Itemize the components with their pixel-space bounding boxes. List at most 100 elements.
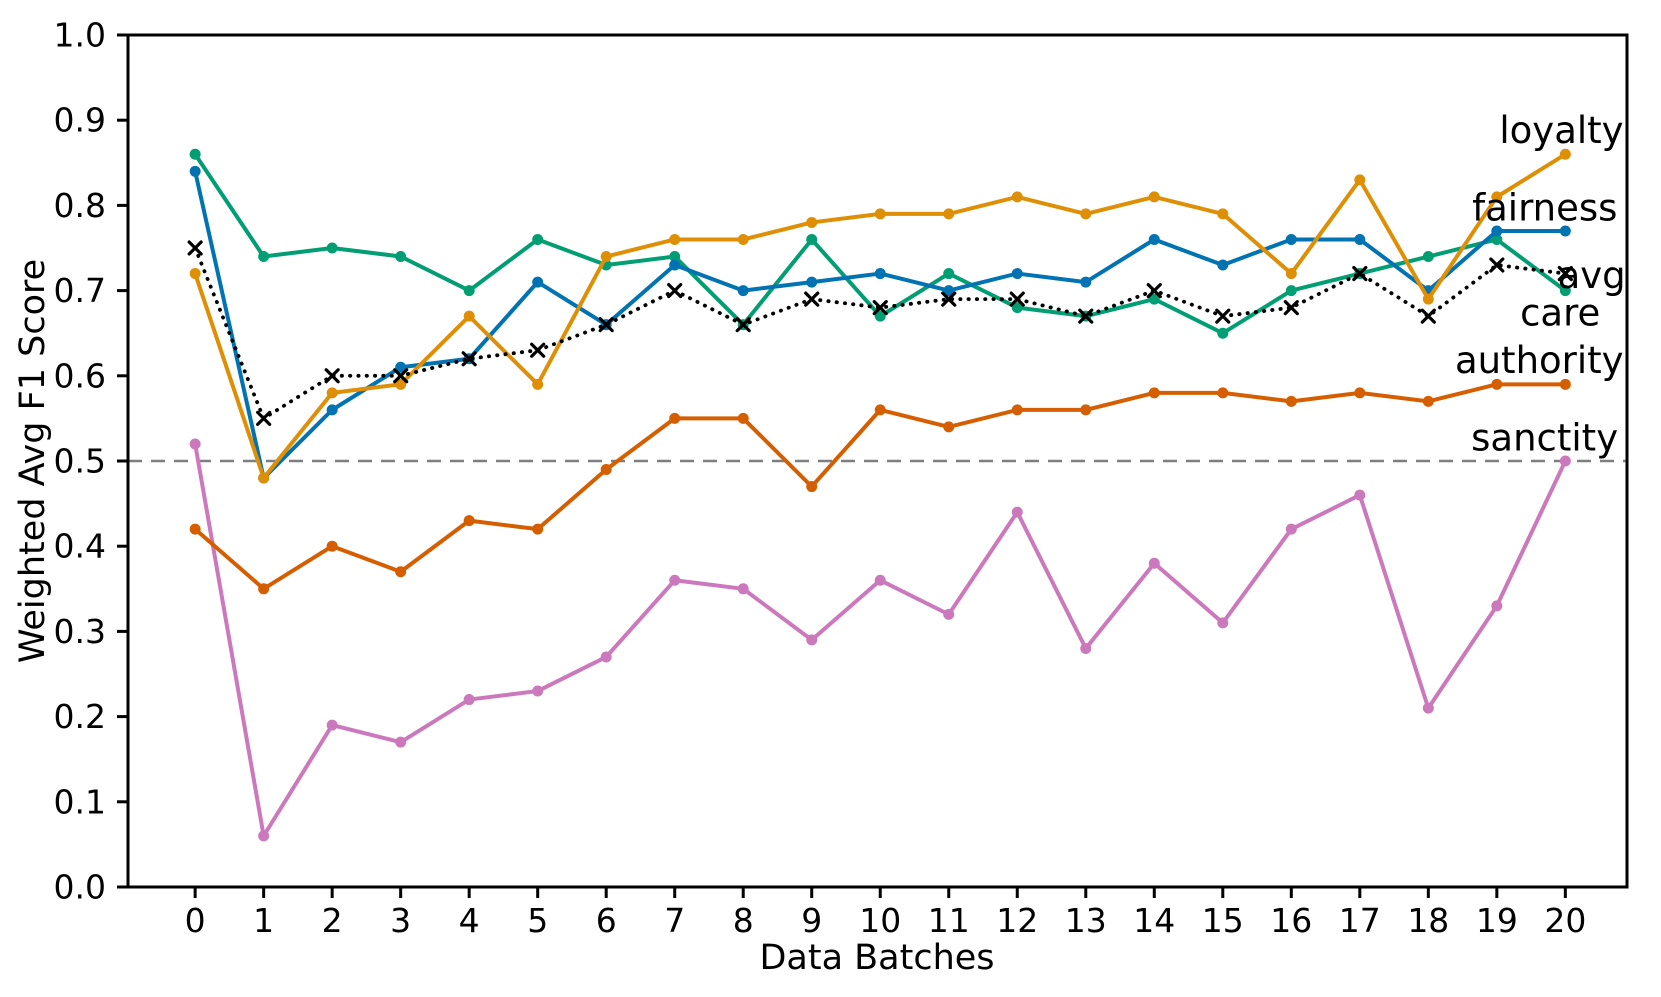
x-tick-label: 16 xyxy=(1270,901,1312,940)
series-loyalty-marker xyxy=(669,233,681,245)
series-fairness-marker xyxy=(1285,233,1297,245)
series-avg-marker xyxy=(667,283,683,299)
plot-layers: 0 1 2 3 4 5 6 7 8 9 10 11 12 13 14 15 16 17 18 19 200.00.10.… xyxy=(54,16,1629,940)
x-tick-label: 18 xyxy=(1407,901,1449,940)
series-care xyxy=(189,148,1571,339)
series-fairness-marker xyxy=(874,268,886,280)
x-axis-label: Data Batches xyxy=(759,938,994,978)
series-label-loyalty: loyalty xyxy=(1499,109,1623,152)
series-care-marker xyxy=(1559,285,1571,297)
series-avg-marker xyxy=(941,291,957,307)
series-avg-marker xyxy=(393,368,409,384)
series-avg xyxy=(187,240,1573,426)
series-care-marker xyxy=(943,268,955,280)
series-sanctity-marker xyxy=(1491,600,1503,612)
y-tick-label: 0.8 xyxy=(54,186,106,225)
series-fairness-marker xyxy=(806,276,818,288)
series-sanctity-marker xyxy=(1217,617,1229,629)
series-fairness-marker xyxy=(532,276,544,288)
series-label-fairness: fairness xyxy=(1472,186,1617,229)
x-tick-label: 6 xyxy=(596,901,617,940)
series-fairness-marker xyxy=(1148,233,1160,245)
series-care-marker xyxy=(1217,327,1229,339)
x-tick-label: 0 xyxy=(185,901,206,940)
series-loyalty-marker xyxy=(943,208,955,220)
series-fairness-marker xyxy=(395,361,407,373)
x-axis: 0 1 2 3 4 5 6 7 8 9 10 11 12 13 14 15 16 17 18 19 20 xyxy=(185,887,1586,940)
series-sanctity xyxy=(189,438,1571,842)
series-avg-marker xyxy=(324,368,340,384)
series-label-care: care xyxy=(1520,291,1600,334)
y-tick-label: 0.6 xyxy=(54,356,106,395)
series-avg-marker xyxy=(1009,291,1025,307)
series-care-marker xyxy=(1148,293,1160,305)
series-care-marker xyxy=(669,251,681,263)
x-tick-label: 3 xyxy=(390,901,411,940)
series-loyalty-marker xyxy=(1285,268,1297,280)
series-fairness-marker xyxy=(1080,276,1092,288)
series-authority-marker xyxy=(1011,404,1023,416)
x-tick-label: 17 xyxy=(1339,901,1381,940)
y-tick-label: 0.9 xyxy=(54,101,106,140)
series-label-avg: avg xyxy=(1558,254,1626,297)
series-authority-marker xyxy=(189,523,201,535)
series-loyalty-marker xyxy=(1080,208,1092,220)
series-loyalty-marker xyxy=(1491,191,1503,203)
series-fairness-marker xyxy=(1217,259,1229,271)
series-care-marker xyxy=(874,310,886,322)
series-loyalty xyxy=(189,148,1571,484)
series-fairness-marker xyxy=(669,259,681,271)
y-tick-label: 0.4 xyxy=(54,527,106,566)
series-sanctity-marker xyxy=(737,583,749,595)
series-authority-marker xyxy=(1491,378,1503,390)
series-authority-marker xyxy=(1217,387,1229,399)
series-fairness-marker xyxy=(1011,268,1023,280)
series-loyalty-marker xyxy=(737,233,749,245)
x-tick-label: 14 xyxy=(1133,901,1175,940)
series-sanctity-marker xyxy=(532,685,544,697)
series-avg-marker xyxy=(256,410,272,426)
series-sanctity-marker xyxy=(326,719,338,731)
y-tick-label: 0.3 xyxy=(54,612,106,651)
series-avg-marker xyxy=(735,317,751,333)
x-tick-label: 4 xyxy=(459,901,480,940)
series-care-marker xyxy=(1422,251,1434,263)
series-loyalty-marker xyxy=(463,310,475,322)
x-tick-label: 13 xyxy=(1065,901,1107,940)
series-authority-marker xyxy=(395,566,407,578)
y-tick-label: 0.2 xyxy=(54,697,106,736)
x-tick-label: 11 xyxy=(928,901,970,940)
series-sanctity-marker xyxy=(189,438,201,450)
series-authority-marker xyxy=(806,481,818,493)
series-fairness-marker xyxy=(189,165,201,177)
series-authority-marker xyxy=(1285,395,1297,407)
series-care-marker xyxy=(1011,302,1023,314)
series-fairness-marker xyxy=(737,285,749,297)
series-avg-marker xyxy=(872,300,888,316)
series-care-marker xyxy=(326,242,338,254)
series-avg-marker xyxy=(1420,308,1436,324)
x-tick-label: 15 xyxy=(1202,901,1244,940)
series-avg-marker xyxy=(1557,265,1573,282)
series-avg-marker xyxy=(1489,257,1505,273)
y-axis-label: Weighted Avg F1 Score xyxy=(13,259,53,663)
series-avg-marker xyxy=(1283,300,1299,316)
series-loyalty-marker xyxy=(806,216,818,228)
series-sanctity-marker xyxy=(1148,557,1160,569)
series-sanctity-marker xyxy=(1285,523,1297,535)
x-tick-label: 12 xyxy=(996,901,1038,940)
series-loyalty-marker xyxy=(1217,208,1229,220)
x-tick-label: 5 xyxy=(527,901,548,940)
y-tick-label: 0.1 xyxy=(54,782,106,821)
series-authority-marker xyxy=(669,412,681,424)
series-fairness-marker xyxy=(326,404,338,416)
series-care-marker xyxy=(189,148,201,160)
series-avg-marker xyxy=(1146,283,1162,299)
series-sanctity-marker xyxy=(669,574,681,586)
series-care-marker xyxy=(806,233,818,245)
series-sanctity-marker xyxy=(1559,455,1571,467)
series-avg-marker xyxy=(598,317,614,333)
